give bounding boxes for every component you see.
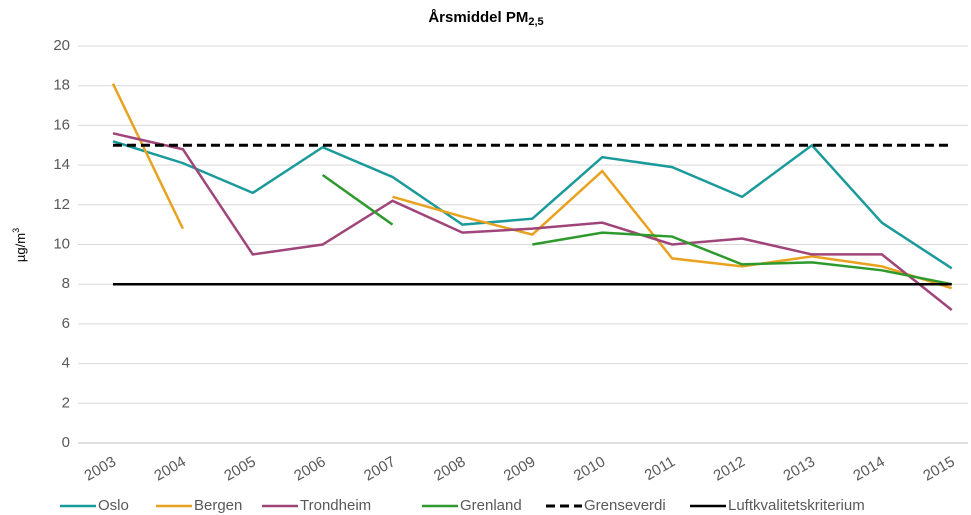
series-line (111, 83, 953, 290)
x-tick-label: 2010 (571, 453, 608, 484)
legend-label: Oslo (98, 497, 129, 514)
y-tick-label: 0 (62, 434, 70, 451)
y-tick-label: 12 (53, 196, 70, 213)
x-tick-label: 2014 (850, 453, 887, 484)
y-axis-label: µg/m3 (11, 228, 28, 262)
title-subscript: 2,5 (528, 16, 543, 28)
chart-title: Årsmiddel PM2,5 (428, 9, 543, 28)
x-tick-label: 2004 (151, 453, 188, 484)
y-tick-label: 6 (62, 315, 70, 332)
x-tick-label: 2013 (781, 453, 818, 484)
y-label-superscript: 3 (11, 228, 21, 233)
x-tick-label: 2005 (221, 453, 258, 484)
y-tick-label: 20 (53, 37, 70, 54)
series-line (321, 174, 952, 286)
x-tick-label: 2009 (501, 453, 538, 484)
x-tick-label: 2007 (361, 453, 398, 484)
x-tick-label: 2011 (642, 453, 678, 484)
y-tick-label: 8 (62, 275, 70, 292)
y-tick-label: 10 (53, 235, 70, 252)
x-tick-label: 2006 (291, 453, 328, 484)
legend-label: Grenland (460, 497, 522, 514)
series-line (112, 140, 953, 270)
legend-label: Bergen (194, 497, 242, 514)
x-tick-label: 2015 (920, 453, 957, 484)
y-tick-label: 18 (53, 77, 70, 94)
title-main: Årsmiddel PM (428, 9, 528, 26)
y-tick-label: 14 (53, 156, 70, 173)
y-tick-label: 2 (62, 394, 70, 411)
legend-label: Luftkvalitetskriterium (728, 497, 865, 514)
legend-label: Trondheim (300, 497, 371, 514)
x-tick-label: 2003 (82, 453, 119, 484)
y-tick-label: 4 (62, 355, 70, 372)
legend-label: Grenseverdi (584, 497, 666, 514)
x-tick-label: 2012 (711, 453, 748, 484)
series-line (112, 132, 953, 311)
x-tick-label: 2008 (431, 453, 468, 484)
y-label-main: µg/m (13, 233, 28, 262)
y-tick-label: 16 (53, 116, 70, 133)
